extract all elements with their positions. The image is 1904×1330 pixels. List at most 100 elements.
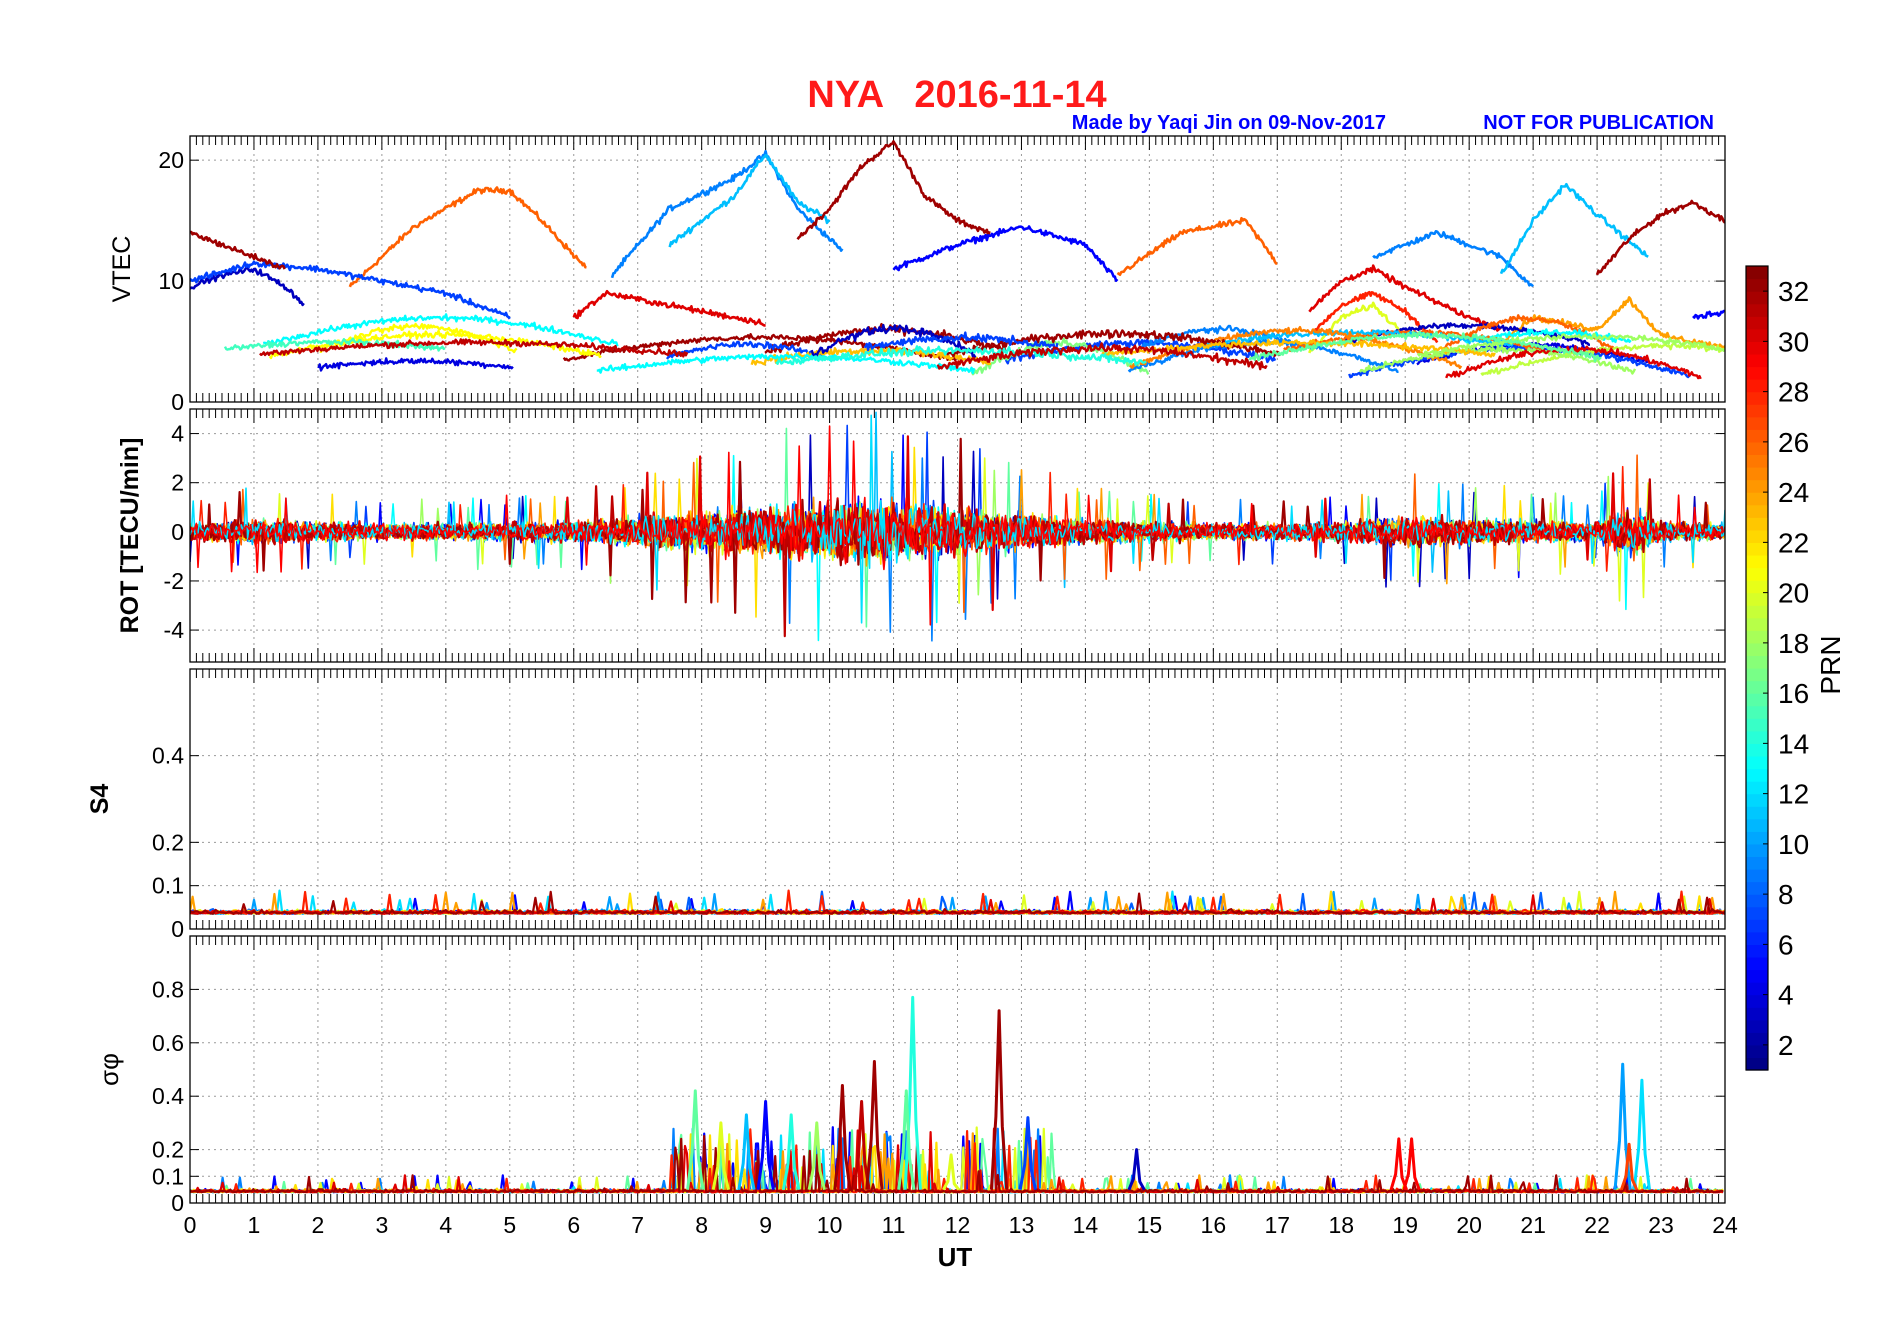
vtec-low-arc — [1440, 314, 1615, 353]
colorbar-cell — [1746, 906, 1768, 920]
colorbar-cell — [1746, 416, 1768, 430]
colorbar-cell — [1746, 718, 1768, 732]
colorbar-cell — [1746, 429, 1768, 443]
colorbar-tick-label: 6 — [1778, 929, 1794, 960]
panel-frame — [189, 408, 1726, 663]
x-tick-label: 5 — [503, 1212, 516, 1238]
series-group — [190, 995, 1724, 1194]
series-group — [190, 140, 1725, 380]
colorbar-cell — [1746, 1044, 1768, 1059]
vtec-low-arc — [259, 338, 689, 358]
colorbar-cell — [1746, 982, 1768, 996]
x-tick-label: 2 — [312, 1212, 325, 1238]
colorbar-cell — [1746, 328, 1768, 342]
colorbar-cell — [1746, 353, 1768, 368]
colorbar-cell — [1746, 869, 1768, 883]
vtec-arc-prn-3 — [190, 266, 305, 307]
vtec-low-arc — [317, 357, 514, 372]
vtec-low-arc — [863, 331, 1059, 352]
x-tick-label: 17 — [1264, 1212, 1290, 1238]
colorbar-cell — [1746, 1057, 1768, 1071]
colorbar-cell — [1746, 341, 1768, 355]
vtec-arc-prn-28 — [1308, 290, 1439, 344]
colorbar-cell — [1746, 441, 1768, 456]
colorbar-cell — [1746, 856, 1768, 870]
vtec-arc-prn-30 — [1308, 264, 1503, 332]
x-tick-label: 7 — [631, 1212, 644, 1238]
figure-credit: Made by Yaqi Jin on 09-Nov-2017 — [1072, 112, 1386, 134]
colorbar-cell — [1746, 278, 1768, 292]
minor-ticks — [189, 136, 1726, 402]
colorbar-cell — [1746, 592, 1768, 606]
vtec-arc-prn-32 — [1595, 199, 1725, 276]
vtec-low-arc — [562, 333, 958, 362]
vtec-arc-prn-5 — [1692, 309, 1725, 320]
x-tick-label: 3 — [375, 1212, 388, 1238]
colorbar-tick-label: 14 — [1778, 728, 1809, 759]
sigma-phi-spike-prn-27 — [1619, 1142, 1639, 1191]
x-tick-label: 14 — [1073, 1212, 1099, 1238]
colorbar-tick-label: 30 — [1778, 326, 1809, 357]
grid — [190, 669, 1725, 929]
vtec-panel: 0 10 20 VTEC — [108, 135, 1726, 415]
y-tick-label: 0 — [171, 389, 184, 415]
y-tick-label: 0.2 — [152, 829, 184, 855]
y-tick-label: -2 — [164, 568, 184, 594]
vtec-low-arc — [1127, 338, 1399, 373]
vtec-low-arc — [666, 340, 828, 360]
vtec-arc-prn-11 — [668, 154, 831, 248]
vtec-arc-prn-9 — [610, 149, 844, 279]
vtec-arc-prn-7 — [190, 260, 511, 320]
sigma-phi-spike-prn-20 — [711, 1121, 730, 1191]
vtec-arc-prn-32 — [190, 230, 286, 270]
colorbar-cell — [1746, 542, 1768, 556]
colorbar-cell — [1746, 266, 1768, 280]
y-tick-label: 0.1 — [152, 1163, 184, 1189]
colorbar-cell — [1746, 1032, 1768, 1046]
x-tick-label: 19 — [1392, 1212, 1418, 1238]
colorbar-tick-label: 16 — [1778, 678, 1809, 709]
y-tick-label: 0.4 — [152, 1083, 184, 1109]
sigma-phi-spike-prn-29 — [1402, 1137, 1421, 1191]
colorbar-cell — [1746, 793, 1768, 807]
colorbar-cell — [1746, 454, 1768, 468]
y-tick-label: 20 — [158, 147, 184, 173]
sigma-phi-spike-prn-7 — [1018, 1116, 1037, 1191]
x-tick-label: 16 — [1201, 1212, 1227, 1238]
colorbar-cell — [1746, 843, 1768, 858]
colorbar-cell — [1746, 492, 1768, 506]
y-axis-label: σφ — [94, 1053, 124, 1086]
y-tick-label: 0.6 — [152, 1030, 184, 1056]
y-ticks: -4 -2 0 2 4 — [164, 421, 1725, 643]
colorbar-cell — [1746, 404, 1768, 418]
colorbar-cell — [1746, 894, 1768, 908]
x-tick-label: 0 — [184, 1212, 197, 1238]
s4-panel: 0 0.1 0.2 0.4 S4 — [86, 668, 1726, 942]
colorbar-cell — [1746, 781, 1768, 795]
sigma-phi-spike-prn-14 — [782, 1113, 801, 1191]
sigma-phi-spike-prn-16 — [686, 1089, 705, 1190]
rot-panel: -4 -2 0 2 4 ROT [TECU/min] — [116, 408, 1726, 663]
sigma-phi-series-prn-32 — [190, 1135, 1724, 1194]
y-tick-label: 0 — [171, 1190, 184, 1216]
rot-series-prn-29 — [190, 425, 1725, 626]
x-axis-label: UT — [938, 1242, 973, 1272]
x-tick-label: 18 — [1328, 1212, 1354, 1238]
colorbar-tick-label: 2 — [1778, 1030, 1794, 1061]
colorbar-cell — [1746, 567, 1768, 581]
vtec-low-arc — [936, 342, 1268, 371]
vtec-arc-prn-26 — [348, 186, 587, 288]
vtec-low-arc — [775, 345, 1147, 367]
colorbar-cell — [1746, 655, 1768, 669]
y-axis-label: VTEC — [108, 236, 136, 303]
colorbar-tick-label: 32 — [1778, 276, 1809, 307]
x-tick-label: 8 — [695, 1212, 708, 1238]
colorbar-cell — [1746, 705, 1768, 719]
x-tick-label: 13 — [1009, 1212, 1035, 1238]
y-tick-label: -4 — [164, 617, 185, 643]
rot-series-prn-12 — [190, 414, 1725, 624]
colorbar-cell — [1746, 969, 1768, 983]
colorbar-cell — [1746, 994, 1768, 1008]
